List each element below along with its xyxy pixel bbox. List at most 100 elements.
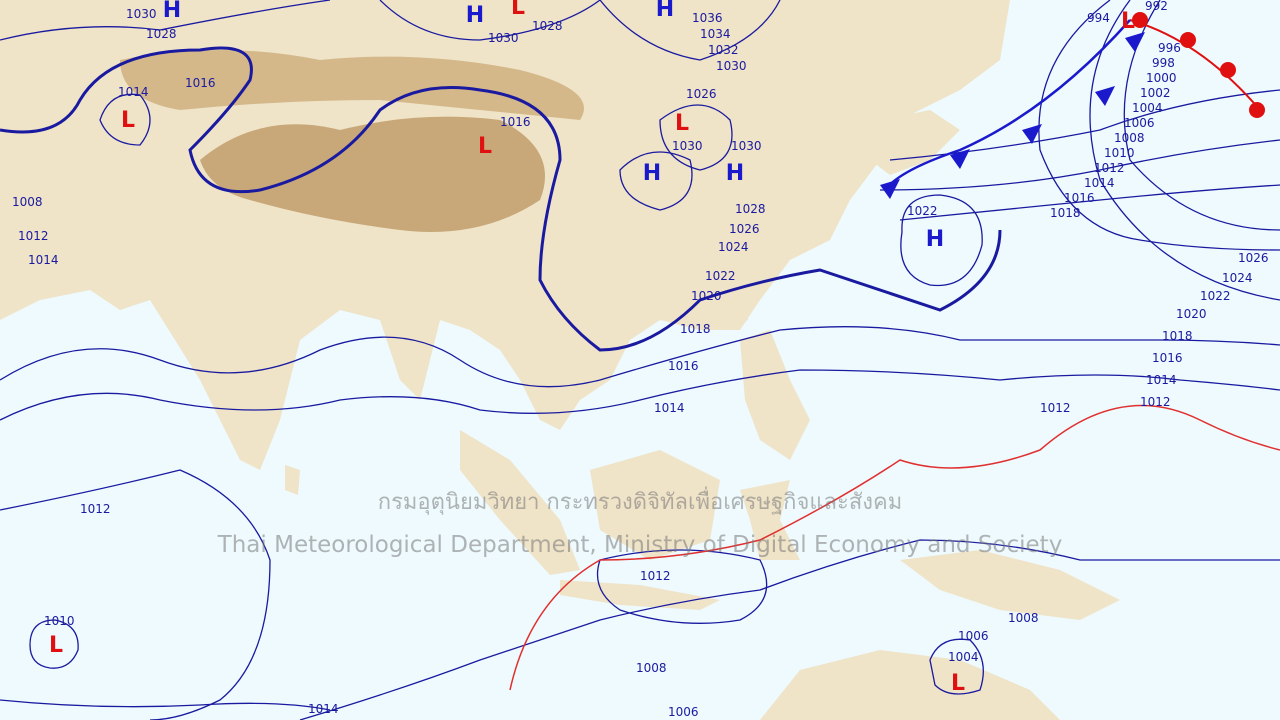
- low-pressure-center: L: [49, 633, 63, 658]
- island-sumatra: [460, 430, 580, 575]
- isobar-label: 1012: [80, 502, 111, 516]
- cold-front-marker: [950, 149, 970, 169]
- isobar-label: 1012: [18, 229, 49, 243]
- isobar-line: [99, 93, 151, 146]
- warm-front-marker: [1132, 12, 1148, 28]
- isobar-line: [899, 184, 1280, 221]
- isobar-label: 1024: [718, 240, 749, 254]
- isobar-label: 1004: [948, 650, 979, 664]
- isobar-label: 992: [1145, 0, 1168, 13]
- island-taiwan: [735, 295, 748, 325]
- isobar-label: 1030: [126, 7, 157, 21]
- isobar-label: 1012: [640, 569, 671, 583]
- isobar-line: [0, 699, 331, 711]
- low-pressure-center: L: [478, 134, 492, 159]
- isobar-label: 1008: [636, 661, 667, 675]
- front-layer: [509, 12, 1280, 691]
- isobar-line: [619, 151, 693, 211]
- isobar-label: 1016: [500, 115, 531, 129]
- isobar-line: [900, 194, 983, 287]
- landmass-australia: [760, 650, 1060, 720]
- isobar-label: 1020: [1176, 307, 1207, 321]
- isobar-label: 996: [1158, 41, 1181, 55]
- isobar-label: 1026: [1238, 251, 1269, 265]
- warm-front-marker: [1249, 102, 1265, 118]
- cold-front-marker: [1095, 86, 1115, 106]
- isobar-label: 1016: [668, 359, 699, 373]
- isobar-label: 1014: [308, 702, 339, 716]
- isobar-line: [299, 539, 1280, 720]
- isobar-label: 1000: [1146, 71, 1177, 85]
- isobar-line: [929, 638, 984, 695]
- warm-front-marker: [1220, 62, 1236, 78]
- island-borneo: [590, 450, 720, 560]
- isobar-line: [1089, 0, 1280, 301]
- isobar-label: 1016: [1152, 351, 1183, 365]
- isobar-label: 1022: [907, 204, 938, 218]
- isobar-label: 1012: [1140, 395, 1171, 409]
- isobar-label: 1010: [44, 614, 75, 628]
- isobar-label: 1030: [716, 59, 747, 73]
- isobar-label: 1034: [700, 27, 731, 41]
- isobar-line: [0, 369, 1280, 421]
- isobar-label: 1012: [1040, 401, 1071, 415]
- warm-front-marker: [1180, 32, 1196, 48]
- isobar-label: 1008: [1008, 611, 1039, 625]
- island-new-guinea: [900, 550, 1120, 620]
- island-japan: [870, 110, 960, 175]
- low-pressure-center: L: [675, 111, 689, 136]
- isobar-label: 994: [1087, 11, 1110, 25]
- high-pressure-center: H: [643, 161, 661, 186]
- isobar-label-layer: 1030102810141016100810121014103010281036…: [12, 0, 1269, 719]
- isobar-label: 1010: [1104, 146, 1135, 160]
- isobar-label: 1026: [729, 222, 760, 236]
- isobar-label: 1032: [708, 43, 739, 57]
- isobar-label: 1016: [185, 76, 216, 90]
- isobar-label: 1012: [1094, 161, 1125, 175]
- isobar-line: [0, 46, 1002, 352]
- isobar-label: 1030: [488, 31, 519, 45]
- isobar-label: 1028: [532, 19, 563, 33]
- isobar-line: [29, 619, 79, 669]
- isobar-label: 1006: [1124, 116, 1155, 130]
- isobar-label: 1014: [28, 253, 59, 267]
- cold-front-marker: [880, 179, 900, 199]
- isobar-line: [0, 326, 1280, 388]
- isobar-line: [379, 0, 601, 41]
- isobar-label: 1026: [686, 87, 717, 101]
- high-pressure-center: H: [656, 0, 674, 22]
- highland-tibet: [200, 116, 545, 232]
- isobar-label: 1028: [146, 27, 177, 41]
- isobar-label: 1014: [654, 401, 685, 415]
- trough-line: [509, 404, 1280, 691]
- highland-mongolia: [120, 50, 584, 120]
- isobar-label: 1022: [1200, 289, 1231, 303]
- isobar-label: 1014: [118, 85, 149, 99]
- isobar-label: 1014: [1146, 373, 1177, 387]
- isobar-label: 1028: [735, 202, 766, 216]
- watermark-english: Thai Meteorological Department, Ministry…: [217, 532, 1063, 558]
- isobar-label: 1014: [1084, 176, 1115, 190]
- isobar-label: 1004: [1132, 101, 1163, 115]
- land-layer: [0, 0, 1120, 720]
- cold-front-line: [884, 19, 1131, 191]
- isobar-line: [599, 0, 781, 61]
- isobar-label: 1006: [668, 705, 699, 719]
- isobar-label: 1008: [1114, 131, 1145, 145]
- isobar-label: 1008: [12, 195, 43, 209]
- isobar-line: [596, 549, 768, 624]
- isobar-label: 1018: [680, 322, 711, 336]
- isobar-label: 1030: [672, 139, 703, 153]
- low-pressure-center: L: [1121, 9, 1135, 34]
- high-pressure-center: H: [926, 227, 944, 252]
- isobar-label: 1006: [958, 629, 989, 643]
- isobar-label: 1022: [705, 269, 736, 283]
- high-pressure-center: H: [163, 0, 181, 23]
- low-pressure-center: L: [121, 108, 135, 133]
- high-pressure-center: H: [726, 161, 744, 186]
- high-pressure-center: H: [466, 3, 484, 28]
- isobar-line: [0, 0, 331, 41]
